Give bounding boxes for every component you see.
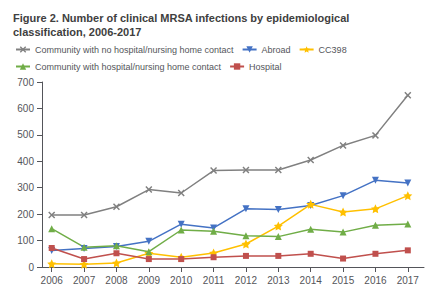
svg-text:700: 700: [17, 77, 34, 88]
svg-text:2015: 2015: [332, 275, 355, 286]
svg-text:2009: 2009: [138, 275, 161, 286]
svg-text:300: 300: [17, 182, 34, 193]
svg-text:Community with no hospital/nur: Community with no hospital/nursing home …: [35, 45, 234, 55]
svg-text:500: 500: [17, 129, 34, 140]
svg-text:classification, 2006-2017: classification, 2006-2017: [13, 26, 141, 38]
svg-text:2012: 2012: [235, 275, 258, 286]
svg-text:2014: 2014: [300, 275, 323, 286]
svg-text:200: 200: [17, 209, 34, 220]
svg-text:2016: 2016: [364, 275, 387, 286]
svg-text:2010: 2010: [170, 275, 193, 286]
svg-text:Figure 2. Number of clinical M: Figure 2. Number of clinical MRSA infect…: [13, 12, 349, 24]
svg-text:2006: 2006: [41, 275, 64, 286]
svg-text:CC398: CC398: [319, 45, 347, 55]
svg-text:0: 0: [28, 262, 34, 273]
svg-text:Abroad: Abroad: [262, 45, 291, 55]
svg-text:2007: 2007: [73, 275, 96, 286]
svg-text:400: 400: [17, 156, 34, 167]
svg-text:2008: 2008: [105, 275, 128, 286]
svg-text:2017: 2017: [397, 275, 420, 286]
svg-text:2011: 2011: [203, 275, 225, 286]
svg-text:Community with hospital/nursin: Community with hospital/nursing home con…: [35, 62, 222, 72]
svg-text:Hospital: Hospital: [249, 62, 282, 72]
svg-text:600: 600: [17, 103, 34, 114]
svg-text:100: 100: [17, 235, 34, 246]
svg-text:2013: 2013: [267, 275, 290, 286]
